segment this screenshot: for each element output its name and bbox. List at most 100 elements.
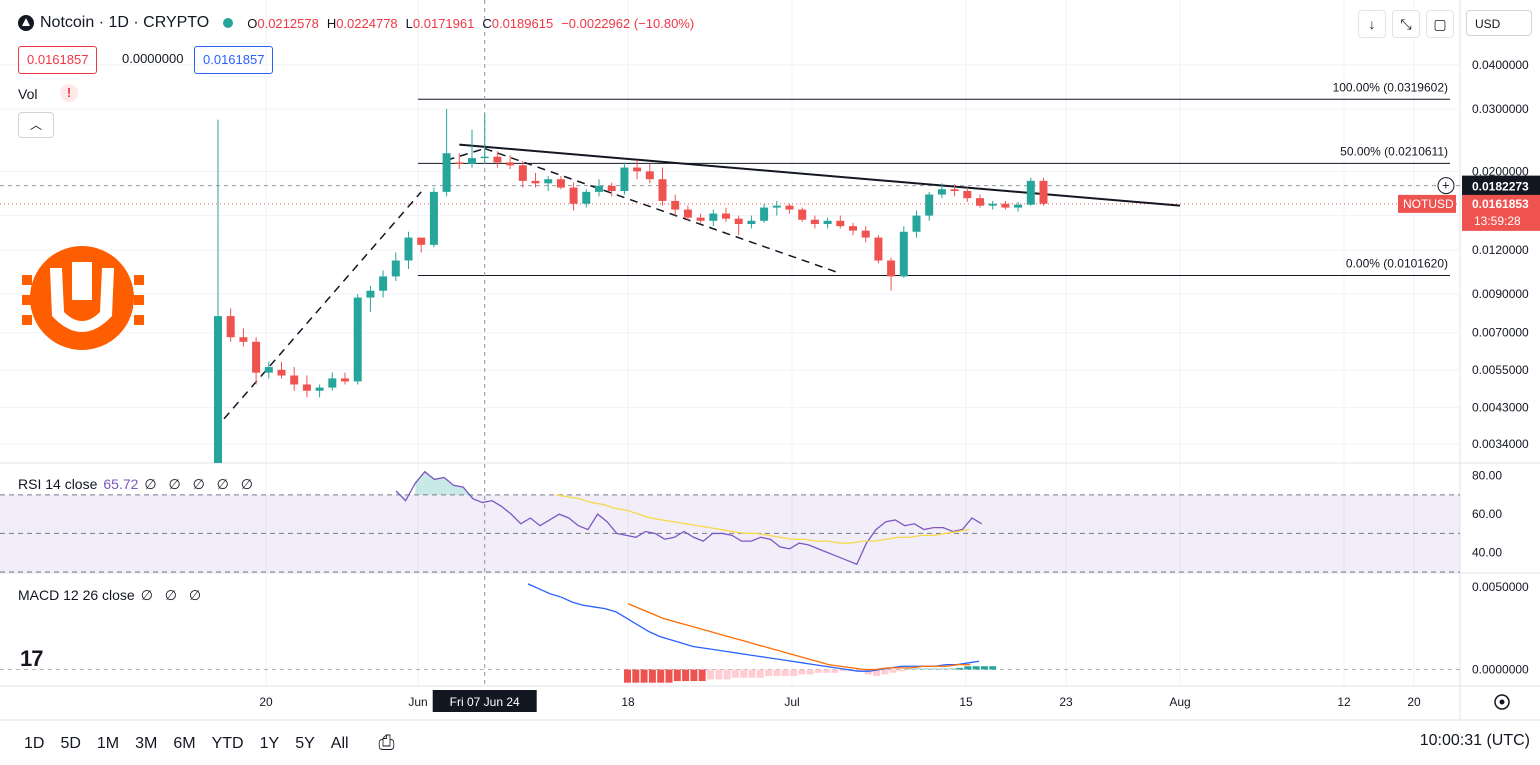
rsi-line[interactable] [395,470,982,566]
candle[interactable] [341,378,349,382]
candle[interactable] [988,203,997,206]
timeframe-1d[interactable]: 1D [24,734,45,752]
candle[interactable] [468,158,476,164]
candle[interactable] [772,205,781,208]
candle[interactable] [442,153,451,192]
candle[interactable] [1026,180,1035,205]
candle[interactable] [1039,180,1048,204]
candle[interactable] [569,187,578,204]
macd-histogram-bar[interactable] [690,669,698,682]
candle[interactable] [976,198,984,206]
candle[interactable] [899,231,908,277]
candle[interactable] [429,191,438,245]
candle[interactable] [607,185,616,192]
candle[interactable] [760,207,769,221]
candle[interactable] [620,167,629,192]
macd-histogram-bar[interactable] [814,669,822,673]
macd-histogram-bar[interactable] [781,669,789,677]
candle[interactable] [798,209,807,220]
macd-histogram-bar[interactable] [748,669,756,678]
candle[interactable] [671,200,680,210]
macd-histogram-bar[interactable] [972,666,980,670]
timeframe-5d[interactable]: 5D [60,734,81,752]
macd-histogram-bar[interactable] [873,669,880,677]
collapse-pane-button[interactable]: ⤡ [1392,10,1420,38]
candle[interactable] [683,209,692,218]
candle[interactable] [277,369,286,376]
macd-histogram-bar[interactable] [756,669,764,678]
candle[interactable] [874,237,883,261]
rsi-title[interactable]: RSI 14 close 65.72 ∅ ∅ ∅ ∅ ∅ [18,476,257,492]
candle[interactable] [315,387,324,391]
macd-histogram-bar[interactable] [790,669,797,677]
volume-label[interactable]: Vol [18,86,38,102]
candle[interactable] [696,217,705,221]
date-range-icon[interactable]: ⎙ [378,732,395,754]
macd-histogram-bar[interactable] [715,669,723,680]
candle[interactable] [302,384,311,391]
candle[interactable] [963,191,972,199]
macd-histogram-bar[interactable] [665,669,673,683]
rsi-ma-line[interactable] [555,494,970,544]
candle[interactable] [379,276,388,291]
collapse-button[interactable]: ︿ [18,112,54,138]
macd-histogram-bar[interactable] [707,669,714,680]
macd-histogram-bar[interactable] [989,666,997,670]
candle[interactable] [252,341,261,373]
candle[interactable] [531,180,540,184]
trend-line-dashed[interactable] [223,191,422,420]
candle[interactable] [747,220,756,225]
candle[interactable] [290,375,299,385]
macd-title[interactable]: MACD 12 26 close ∅ ∅ ∅ [18,587,206,603]
macd-histogram-bar[interactable] [980,666,988,670]
macd-histogram-bar[interactable] [947,667,955,670]
macd-histogram-bar[interactable] [922,667,930,670]
trend-line-dashed[interactable] [446,147,485,161]
candle[interactable] [264,367,273,373]
candle[interactable] [1014,204,1023,208]
buy-button[interactable]: 0.0161857 [194,46,274,74]
candle[interactable] [645,171,654,180]
macd-histogram-bar[interactable] [956,667,963,670]
candle[interactable] [226,316,235,338]
macd-histogram-bar[interactable] [698,669,706,682]
macd-histogram-bar[interactable] [881,669,889,675]
add-alert-icon[interactable] [1437,177,1455,195]
timeframe-1m[interactable]: 1M [96,734,120,752]
macd-histogram-bar[interactable] [914,667,922,670]
candle[interactable] [887,260,896,277]
candle[interactable] [556,179,565,188]
timeframe-ytd[interactable]: YTD [211,734,244,752]
macd-histogram-bar[interactable] [765,669,773,677]
macd-histogram-bar[interactable] [964,666,972,670]
candle[interactable] [785,205,794,210]
macd-histogram-bar[interactable] [773,669,781,677]
macd-line[interactable] [527,583,980,672]
candle[interactable] [582,191,591,204]
candle[interactable] [722,213,730,219]
macd-histogram-bar[interactable] [740,669,748,678]
resistance-trend-line[interactable] [459,143,1181,207]
candle[interactable] [912,215,921,232]
macd-histogram-bar[interactable] [864,669,872,675]
macd-histogram-bar[interactable] [906,667,914,670]
timeframe-3m[interactable]: 3M [135,734,158,752]
candle[interactable] [836,220,845,227]
candle[interactable] [455,162,464,164]
candle[interactable] [214,316,222,463]
macd-histogram-bar[interactable] [823,669,831,673]
candle[interactable] [417,237,426,245]
candle[interactable] [595,185,603,192]
candle[interactable] [391,260,400,277]
macd-histogram-bar[interactable] [723,669,731,680]
macd-histogram-bar[interactable] [648,669,656,683]
macd-histogram-bar[interactable] [731,669,739,678]
candle[interactable] [518,165,527,181]
candle[interactable] [506,162,515,166]
macd-histogram-bar[interactable] [897,669,905,672]
trend-line-dashed[interactable] [484,147,841,275]
macd-histogram-bar[interactable] [856,669,864,672]
candle[interactable] [709,213,718,221]
macd-histogram-bar[interactable] [798,669,806,675]
